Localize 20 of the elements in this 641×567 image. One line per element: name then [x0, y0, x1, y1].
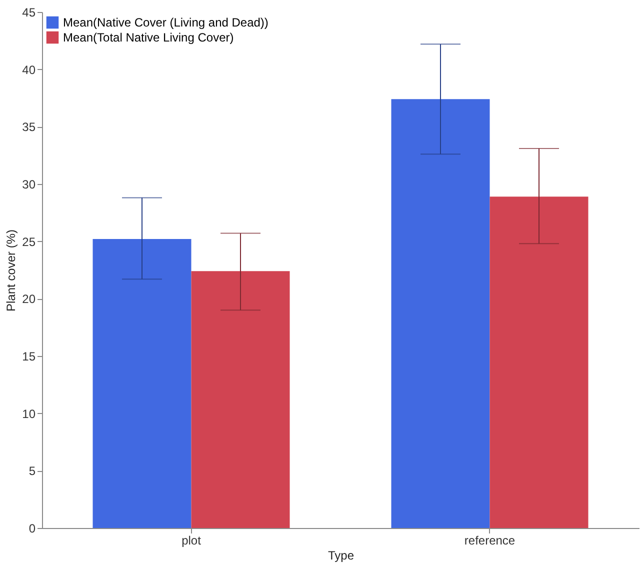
y-tick-label: 35 — [22, 120, 36, 134]
bar — [92, 239, 192, 528]
y-tick-label: 20 — [22, 292, 36, 306]
y-tick-label: 45 — [22, 6, 36, 20]
x-axis-title: Type — [328, 548, 354, 562]
legend-label: Mean(Native Cover (Living and Dead)) — [63, 16, 268, 30]
x-tick-label: reference — [464, 534, 516, 548]
y-axis-title: Plant cover (%) — [4, 229, 18, 312]
bar — [191, 271, 290, 528]
bar — [490, 196, 588, 528]
x-tick-label: plot — [182, 534, 202, 548]
y-tick-label: 5 — [28, 464, 36, 478]
y-tick-label: 15 — [22, 350, 36, 364]
y-tick-label: 40 — [22, 62, 36, 77]
y-tick-label: 25 — [22, 234, 36, 249]
legend-label: Mean(Total Native Living Cover) — [63, 30, 234, 44]
y-tick-label: 0 — [28, 522, 36, 536]
y-tick-label: 10 — [22, 406, 36, 421]
y-tick-label: 30 — [22, 178, 36, 192]
bar — [391, 99, 490, 528]
